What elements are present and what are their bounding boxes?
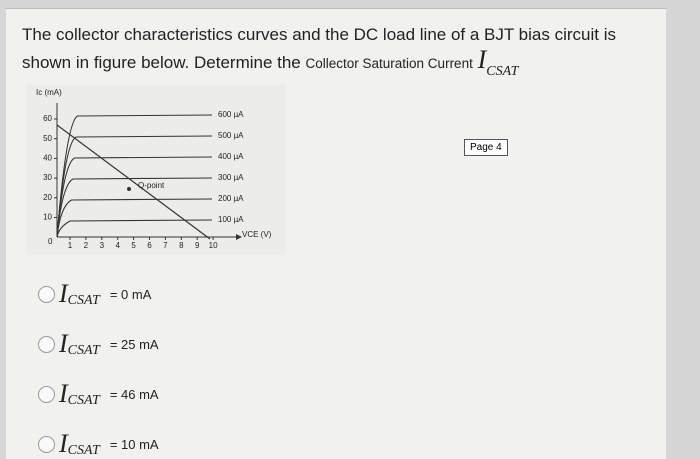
curve-label: 100 µA	[218, 215, 244, 224]
option[interactable]: I CSAT = 25 mA	[38, 329, 159, 359]
question-text: shown in figure below. Determine the	[22, 53, 301, 72]
subscript: CSAT	[486, 64, 519, 79]
radio-button[interactable]	[38, 385, 55, 403]
question-line: The collector characteristics curves and…	[22, 25, 616, 44]
option[interactable]: I CSAT = 0 mA	[38, 279, 151, 309]
option-text: = 46 mA	[109, 386, 159, 402]
question-text: Collector Saturation Current	[305, 56, 473, 71]
radio-button[interactable]	[38, 335, 55, 353]
option-subscript: CSAT	[67, 393, 100, 408]
option-subscript: CSAT	[67, 293, 100, 308]
curve-label: 500 µA	[218, 131, 244, 140]
y-axis-label: Ic (mA)	[36, 88, 62, 97]
origin-label: 0	[48, 237, 53, 246]
y-tick-label: 50	[43, 134, 52, 143]
figure: Ic (mA) VCE (V) 0 Q-point 60 50 40 30 20 10 1 2…	[26, 85, 286, 255]
x-tick-label: 2	[84, 241, 89, 250]
option-symbol: I	[59, 379, 68, 408]
x-tick-label: 7	[163, 241, 168, 250]
x-tick-label: 9	[195, 241, 200, 250]
option-subscript: CSAT	[67, 343, 100, 358]
option-symbol: I	[59, 329, 68, 358]
curve-label: 200 µA	[218, 194, 244, 203]
curve-label: 300 µA	[218, 173, 244, 182]
x-tick-label: 5	[131, 241, 136, 250]
y-tick-label: 40	[43, 154, 52, 163]
q-point-label: Q-point	[138, 181, 165, 190]
x-tick-label: 3	[100, 241, 105, 250]
option[interactable]: I CSAT = 10 mA	[38, 429, 159, 459]
x-tick-label: 8	[179, 241, 184, 250]
curve-label: 600 µA	[218, 110, 244, 119]
x-tick-label: 1	[68, 241, 73, 250]
page-label: Page 4	[464, 139, 508, 156]
y-tick-label: 60	[43, 114, 52, 123]
y-tick-label: 10	[43, 213, 52, 222]
y-tick-label: 20	[43, 193, 52, 202]
symbol: I	[477, 45, 487, 74]
radio-button[interactable]	[38, 285, 55, 303]
question-line: shown in figure below. Determine the Col…	[22, 45, 518, 79]
arrow	[236, 234, 242, 240]
x-axis-label: VCE (V)	[242, 230, 272, 239]
q-point	[127, 187, 131, 191]
x-tick-label: 10	[209, 241, 218, 250]
option-symbol: I	[59, 429, 68, 458]
x-tick-label: 6	[147, 241, 152, 250]
option-text: = 0 mA	[109, 286, 152, 302]
option-symbol: I	[59, 279, 68, 308]
radio-button[interactable]	[38, 435, 55, 453]
option-text: = 25 mA	[109, 336, 159, 352]
question-panel: The collector characteristics curves and…	[6, 8, 666, 459]
x-tick-label: 4	[115, 241, 120, 250]
curve-label: 400 µA	[218, 152, 244, 161]
y-tick-label: 30	[43, 173, 52, 182]
figure-bg	[26, 85, 286, 255]
curve	[56, 198, 213, 238]
option-subscript: CSAT	[67, 443, 100, 458]
option[interactable]: I CSAT = 46 mA	[38, 379, 159, 409]
curve	[56, 219, 213, 238]
option-text: = 10 mA	[109, 436, 159, 452]
